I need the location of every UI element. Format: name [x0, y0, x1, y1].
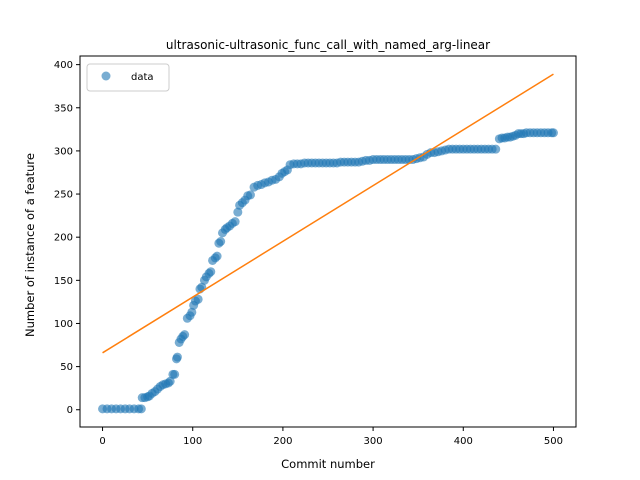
y-tick-label: 0 — [67, 405, 73, 416]
y-tick-label: 250 — [54, 190, 73, 201]
y-tick-label: 400 — [54, 60, 73, 71]
data-point — [212, 251, 222, 261]
data-point — [230, 217, 240, 227]
data-point — [206, 267, 216, 277]
x-tick-label: 300 — [364, 436, 383, 447]
data-point — [193, 294, 203, 304]
data-point — [170, 369, 180, 379]
legend: data — [86, 63, 170, 92]
plot-frame — [79, 55, 577, 428]
y-tick-label: 200 — [54, 233, 73, 244]
data-point — [216, 237, 226, 246]
fit-line — [102, 73, 554, 354]
data-point — [245, 190, 255, 200]
chart-title: ultrasonic-ultrasonic_func_call_with_nam… — [166, 38, 490, 52]
data-point — [180, 330, 190, 340]
data-point — [172, 352, 182, 362]
data-point — [491, 144, 501, 154]
y-axis-label: Number of instance of a feature — [23, 153, 37, 337]
x-tick-label: 500 — [544, 436, 563, 447]
legend-label: data — [131, 72, 154, 83]
legend-frame — [86, 63, 170, 92]
y-tick-label: 150 — [54, 276, 73, 287]
x-tick-label: 200 — [273, 436, 292, 447]
x-axis-label: Commit number — [281, 457, 375, 471]
y-tick-label: 50 — [60, 362, 73, 373]
plot-marks — [98, 73, 558, 414]
y-axis: 0 50 100 150 200 250 300 350 400 — [54, 60, 80, 416]
data-point — [136, 404, 146, 414]
data-point — [233, 207, 243, 217]
data-point — [548, 128, 558, 138]
x-tick-label: 100 — [183, 436, 202, 447]
x-tick-label: 400 — [454, 436, 473, 447]
y-tick-label: 300 — [54, 146, 73, 157]
data-point — [187, 307, 197, 317]
y-tick-label: 100 — [54, 319, 73, 330]
y-tick-label: 350 — [54, 103, 73, 114]
x-axis: 0 100 200 300 400 500 — [99, 427, 563, 447]
data-point — [165, 376, 175, 386]
legend-marker — [101, 71, 111, 81]
x-tick-label: 0 — [99, 436, 105, 447]
